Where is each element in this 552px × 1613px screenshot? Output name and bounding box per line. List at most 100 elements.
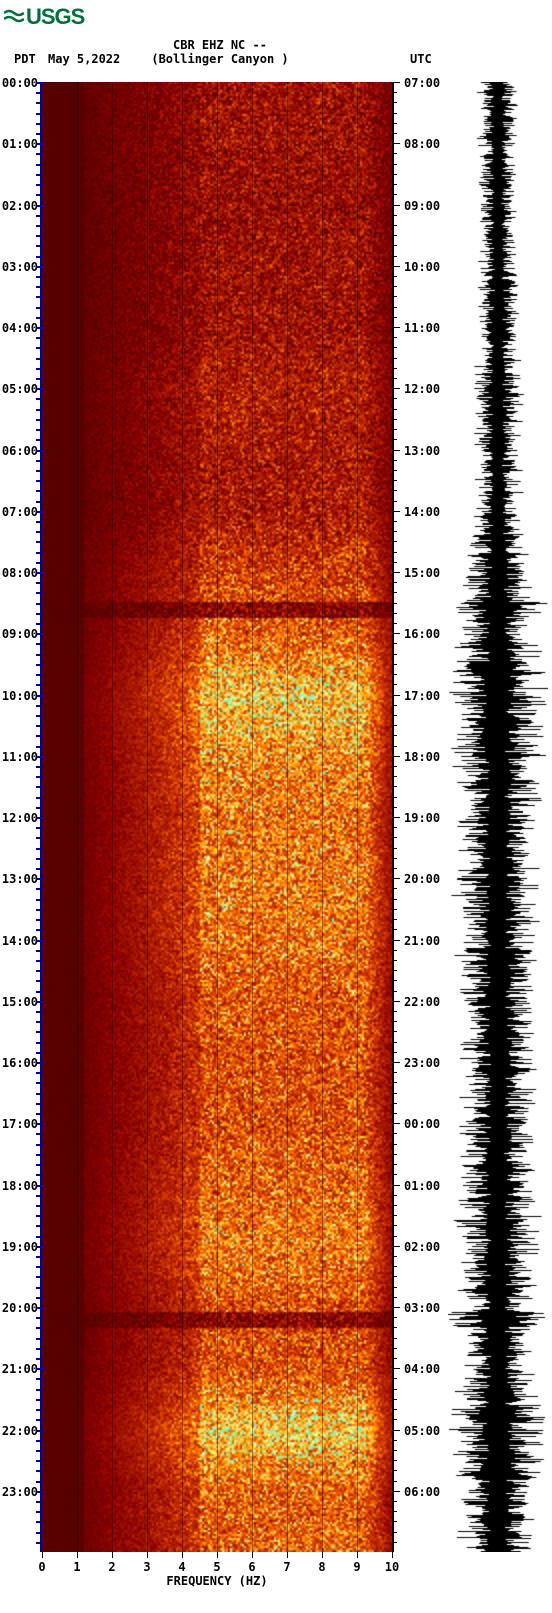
left-hour-label: 01:00 — [0, 137, 38, 151]
right-tick — [392, 919, 397, 920]
left-tick — [36, 746, 41, 748]
left-hour-label: 05:00 — [0, 382, 38, 396]
left-tick — [36, 878, 44, 880]
left-tick — [36, 541, 41, 543]
left-tick — [36, 1011, 41, 1013]
left-tick — [36, 603, 41, 605]
right-tick — [392, 541, 397, 542]
left-tick — [36, 501, 41, 503]
left-tick — [36, 1052, 41, 1054]
right-tick — [392, 705, 397, 706]
right-tick — [392, 1511, 397, 1512]
left-tick — [36, 317, 41, 319]
right-tick — [392, 1215, 397, 1216]
left-tick — [36, 1368, 44, 1370]
left-hour-label: 15:00 — [0, 995, 38, 1009]
left-tick — [36, 1225, 41, 1227]
right-tick — [392, 592, 397, 593]
left-tick — [36, 950, 41, 952]
left-tick — [36, 1450, 41, 1452]
left-hour-label: 10:00 — [0, 689, 38, 703]
left-tick — [36, 1133, 41, 1135]
right-tick — [392, 950, 397, 951]
right-tick — [392, 572, 400, 573]
x-tick — [42, 1552, 43, 1558]
x-tick-label: 5 — [213, 1560, 220, 1574]
right-tick — [392, 347, 397, 348]
left-tick — [36, 113, 41, 115]
right-tick — [392, 450, 400, 451]
right-hour-label: 03:00 — [404, 1301, 444, 1315]
left-tick — [36, 592, 41, 594]
left-tick — [36, 705, 41, 707]
right-tick — [392, 746, 397, 747]
left-tick — [36, 776, 41, 778]
right-hour-label: 02:00 — [404, 1240, 444, 1254]
left-tick — [36, 194, 41, 196]
x-tick — [357, 1552, 358, 1558]
x-tick — [217, 1552, 218, 1558]
left-hour-label: 23:00 — [0, 1485, 38, 1499]
right-hour-label: 11:00 — [404, 321, 444, 335]
left-tick — [36, 899, 41, 901]
left-hour-label: 22:00 — [0, 1424, 38, 1438]
left-tick — [36, 643, 41, 645]
right-tick — [392, 1031, 397, 1032]
right-tick — [392, 184, 397, 185]
left-tick — [36, 613, 41, 615]
left-tick — [36, 1511, 41, 1513]
left-tick — [36, 1481, 41, 1483]
left-tick — [36, 807, 41, 809]
left-hour-label: 07:00 — [0, 505, 38, 519]
left-tick — [36, 450, 44, 452]
x-tick-label: 1 — [73, 1560, 80, 1574]
right-tick — [392, 1225, 397, 1226]
right-tick — [392, 1113, 397, 1114]
right-tick — [392, 929, 397, 930]
right-hour-label: 13:00 — [404, 444, 444, 458]
x-tick — [392, 1552, 393, 1558]
left-tick — [36, 1093, 41, 1095]
left-hour-label: 12:00 — [0, 811, 38, 825]
right-tick — [392, 603, 397, 604]
left-tick — [36, 133, 41, 135]
left-tick — [36, 511, 44, 513]
left-tick — [36, 797, 41, 799]
left-tick — [36, 684, 41, 686]
right-hour-label: 16:00 — [404, 627, 444, 641]
right-hour-label: 18:00 — [404, 750, 444, 764]
right-hour-label: 00:00 — [404, 1117, 444, 1131]
right-tick — [392, 133, 397, 134]
right-tick — [392, 1521, 397, 1522]
left-hour-label: 09:00 — [0, 627, 38, 641]
left-tick — [36, 1470, 41, 1472]
right-tick — [392, 1001, 400, 1002]
left-tick — [36, 205, 44, 207]
right-tick — [392, 1236, 397, 1237]
right-tick — [392, 398, 397, 399]
left-tick — [36, 940, 44, 942]
right-hour-label: 21:00 — [404, 934, 444, 948]
left-tick — [36, 521, 41, 523]
right-tick — [392, 388, 400, 389]
right-tick — [392, 1297, 397, 1298]
right-tick — [392, 1287, 397, 1288]
left-tick — [36, 735, 41, 737]
left-tick — [36, 1327, 41, 1329]
right-tick — [392, 1348, 397, 1349]
left-tick — [36, 102, 41, 104]
right-tick — [392, 858, 397, 859]
right-tick — [392, 1011, 397, 1012]
left-tick — [36, 1491, 44, 1493]
left-tick — [36, 1532, 41, 1534]
left-tick — [36, 1174, 41, 1176]
left-hour-label: 14:00 — [0, 934, 38, 948]
right-tick — [392, 991, 397, 992]
right-tick — [392, 1409, 397, 1410]
left-hour-label: 11:00 — [0, 750, 38, 764]
right-tick — [392, 92, 397, 93]
left-tick — [36, 960, 41, 962]
right-tick — [392, 511, 400, 512]
right-tick — [392, 613, 397, 614]
gridline — [77, 82, 78, 1552]
